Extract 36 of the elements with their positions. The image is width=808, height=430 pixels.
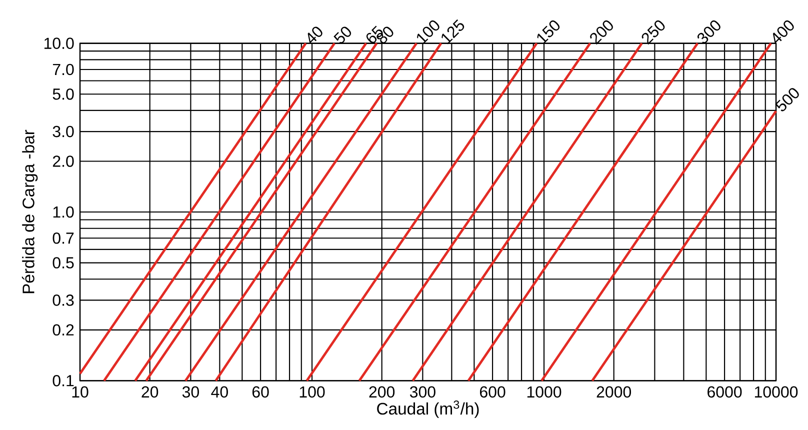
x-tick-label: 200 bbox=[369, 386, 395, 398]
x-tick-label: 60 bbox=[252, 386, 269, 398]
y-tick-label: 0.1 bbox=[52, 375, 74, 386]
text: 125 bbox=[442, 19, 464, 44]
y-tick-label: 1.0 bbox=[53, 206, 74, 218]
x-tick-label: 6000 bbox=[708, 386, 742, 398]
text: 500 bbox=[775, 88, 799, 112]
x-tick-label: 20 bbox=[142, 386, 158, 398]
text: 150 bbox=[537, 20, 560, 44]
text: 300 bbox=[697, 20, 720, 44]
x-axis-title: Caudal (m$^{3}$/h) bbox=[377, 400, 479, 418]
x-tick-label: 1000 bbox=[527, 386, 562, 398]
y-tick-label: 0.3 bbox=[52, 294, 74, 306]
y-tick-label: 0.5 bbox=[52, 257, 74, 268]
y-tick-label: 5.0 bbox=[52, 88, 74, 100]
x-tick-label: 300 bbox=[410, 386, 436, 398]
x-tick-label: 10000 bbox=[754, 386, 798, 398]
x-tick-label: 10 bbox=[72, 386, 88, 398]
text: 400 bbox=[772, 20, 794, 44]
text: 100 bbox=[416, 20, 440, 44]
y-tick-label: 10.0 bbox=[44, 38, 74, 49]
y-tick-label: 0.7 bbox=[52, 232, 74, 244]
x-tick-label: 30 bbox=[182, 386, 199, 398]
y-axis-title: Pérdida de Carga -bar bbox=[22, 130, 38, 294]
y-tick-label: 2.0 bbox=[52, 156, 74, 167]
x-tick-label: 40 bbox=[211, 386, 228, 398]
y-tick-label: 0.2 bbox=[52, 324, 74, 336]
y-tick-label: 3.0 bbox=[52, 126, 74, 138]
x-tick-label: 100 bbox=[300, 386, 325, 398]
text: 250 bbox=[642, 20, 665, 45]
text: 50 bbox=[334, 26, 352, 44]
text: 200 bbox=[590, 20, 613, 45]
text: 40 bbox=[308, 26, 322, 44]
x-tick-label: 2000 bbox=[596, 386, 632, 398]
y-tick-label: 7.0 bbox=[52, 64, 74, 76]
x-tick-label: 600 bbox=[480, 386, 506, 398]
